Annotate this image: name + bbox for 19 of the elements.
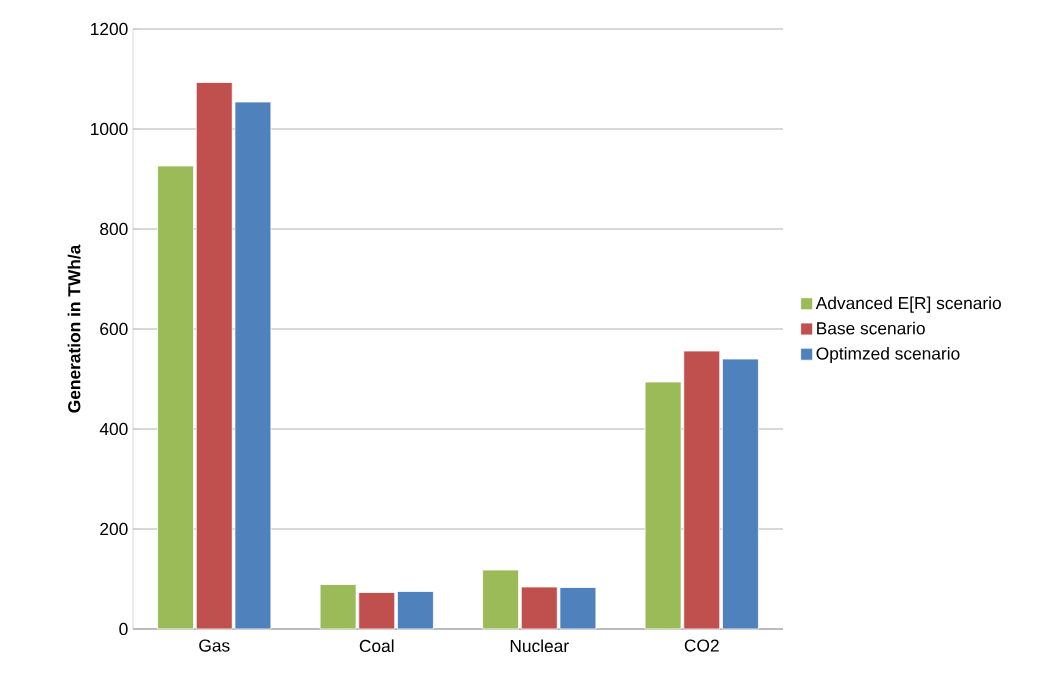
bar [482, 569, 519, 630]
legend-label: Advanced E[R] scenario [815, 296, 1001, 313]
y-tick-label: 1000 [91, 122, 128, 136]
bar [157, 165, 194, 630]
legend-label: Optimzed scenario [816, 346, 960, 364]
bar [722, 358, 759, 630]
bar [397, 591, 434, 630]
y-tick-label: 1200 [91, 22, 128, 36]
x-tick-label: Coal [359, 639, 394, 653]
y-tick-label: 0 [119, 622, 128, 636]
y-tick-label: 200 [100, 522, 128, 536]
x-tick-label: Gas [199, 639, 230, 652]
legend-label: Base scenario [817, 321, 925, 335]
x-tick-label: CO2 [684, 639, 719, 652]
x-tick-label: Nuclear [510, 639, 569, 653]
y-tick-label: 400 [99, 422, 128, 436]
y-axis-title: Generation in TWh/a [67, 244, 81, 413]
y-tick-label: 600 [100, 322, 128, 336]
y-tick-label: 800 [100, 222, 128, 236]
